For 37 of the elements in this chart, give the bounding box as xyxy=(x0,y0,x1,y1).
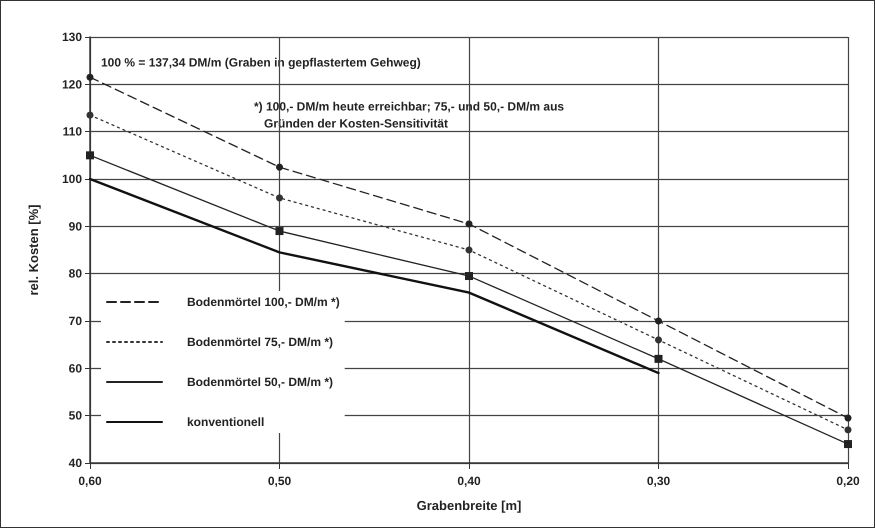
x-tick-label: 0,40 xyxy=(457,474,481,488)
point xyxy=(86,112,94,119)
point xyxy=(276,227,284,236)
x-tick-label: 0,60 xyxy=(78,474,102,488)
point xyxy=(466,246,472,254)
y-tick-label: 60 xyxy=(68,361,82,376)
legend-label: konventionell xyxy=(187,415,264,429)
point xyxy=(276,164,283,171)
point xyxy=(466,220,472,228)
y-tick-label: 90 xyxy=(68,219,82,234)
line-series xyxy=(88,178,660,374)
x-tick-label: 0,50 xyxy=(268,474,292,488)
legend-label: Bodenmörtel 50,- DM/m *) xyxy=(187,375,334,389)
point xyxy=(844,426,852,434)
point xyxy=(654,354,662,363)
point xyxy=(844,414,852,422)
y-tick-label: 70 xyxy=(68,314,82,328)
point xyxy=(655,336,662,344)
legend-label: Bodenmörtel 75,- DM/m *) xyxy=(187,335,334,349)
point xyxy=(465,272,473,280)
point xyxy=(86,74,94,81)
x-tick-label: 0,30 xyxy=(646,474,670,488)
x-tick-label: 0,20 xyxy=(836,474,860,488)
y-tick-label: 130 xyxy=(62,30,82,44)
y-axis-title: rel. Kosten [%] xyxy=(26,204,41,296)
y-tick-label: 100 xyxy=(62,172,82,186)
point xyxy=(276,194,283,202)
point xyxy=(655,318,662,324)
y-tick-label: 120 xyxy=(62,77,82,92)
x-axis-title: Grabenbreite [m] xyxy=(416,498,522,513)
y-tick-label: 40 xyxy=(68,456,82,470)
y-tick-label: 110 xyxy=(62,124,82,139)
legend-label: Bodenmörtel 100,- DM/m *) xyxy=(187,295,340,309)
point xyxy=(844,440,852,448)
point xyxy=(86,151,94,160)
y-tick-label: 80 xyxy=(68,266,82,281)
y-tick-label: 50 xyxy=(68,408,82,423)
